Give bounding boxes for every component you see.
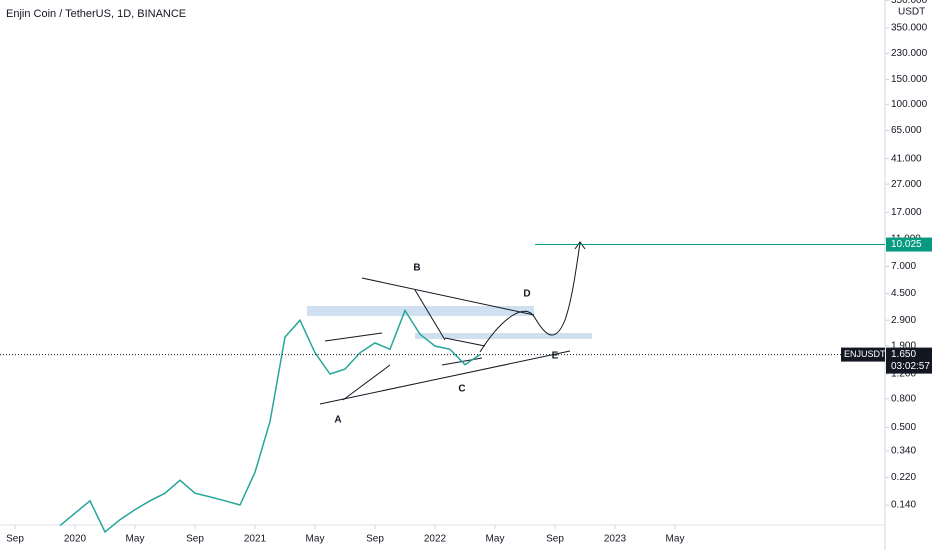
x-tick-label: May bbox=[306, 534, 325, 545]
projection bbox=[479, 242, 581, 353]
x-tick-label: May bbox=[126, 534, 145, 545]
symbol-label-bg bbox=[841, 347, 885, 362]
y-tick-label: 0.220 bbox=[891, 472, 916, 483]
x-tick-label: May bbox=[486, 534, 505, 545]
annotation: C bbox=[458, 384, 465, 395]
target-label: 10.025 bbox=[891, 239, 922, 250]
y-tick-label: 7.000 bbox=[891, 261, 916, 272]
annotation: E bbox=[552, 351, 559, 362]
y-tick-label: 65.000 bbox=[891, 125, 922, 136]
zone bbox=[307, 306, 534, 316]
x-tick-label: 2022 bbox=[424, 534, 447, 545]
price-label: 1.650 bbox=[891, 349, 916, 360]
trendline bbox=[444, 337, 486, 347]
y-tick-label: 41.000 bbox=[891, 153, 922, 164]
y-tick-label: 150.000 bbox=[891, 74, 928, 85]
trendline bbox=[361, 277, 535, 316]
symbol-label: ENJUSDT bbox=[844, 349, 886, 359]
y-tick-label: 350.000 bbox=[891, 23, 928, 34]
y-tick-label: 0.500 bbox=[891, 422, 916, 433]
y-tick-label: 4.500 bbox=[891, 288, 916, 299]
y-tick-label: 2.900 bbox=[891, 315, 916, 326]
y-tick-label: 1.200 bbox=[891, 369, 916, 380]
y-tick-label: 550.000 bbox=[891, 0, 928, 6]
target-label-bg bbox=[886, 237, 932, 252]
y-tick-label: 27.000 bbox=[891, 179, 922, 190]
y-tick-label: 100.000 bbox=[891, 99, 928, 110]
trendline bbox=[342, 364, 391, 401]
y-tick-label: 0.800 bbox=[891, 393, 916, 404]
trendline bbox=[414, 289, 446, 341]
annotation: D bbox=[523, 289, 530, 300]
y-tick-label: 0.340 bbox=[891, 446, 916, 457]
x-tick-label: May bbox=[666, 534, 685, 545]
price-line bbox=[59, 308, 481, 534]
unit-label: USDT bbox=[898, 7, 925, 18]
chart-title: Enjin Coin / TetherUS, 1D, BINANCE bbox=[6, 8, 186, 20]
y-tick-label: 1.900 bbox=[891, 341, 916, 352]
y-tick-label: 0.140 bbox=[891, 500, 916, 511]
arrow-head bbox=[574, 241, 586, 250]
price-label-bg bbox=[886, 347, 932, 374]
drawings bbox=[319, 241, 586, 405]
trendline bbox=[319, 350, 571, 405]
annotation: A bbox=[334, 415, 341, 426]
y-tick-label: 17.000 bbox=[891, 207, 922, 218]
annotation: B bbox=[413, 263, 420, 274]
x-tick-label: Sep bbox=[546, 534, 564, 545]
x-tick-label: 2020 bbox=[64, 534, 87, 545]
x-tick-label: 2023 bbox=[604, 534, 627, 545]
y-tick-label: 230.000 bbox=[891, 48, 928, 59]
trendline bbox=[324, 332, 383, 342]
x-tick-label: 2021 bbox=[244, 534, 267, 545]
x-tick-label: Sep bbox=[6, 534, 24, 545]
countdown: 03:02:57 bbox=[891, 361, 930, 372]
x-tick-label: Sep bbox=[186, 534, 204, 545]
zone bbox=[415, 333, 592, 339]
x-tick-label: Sep bbox=[366, 534, 384, 545]
